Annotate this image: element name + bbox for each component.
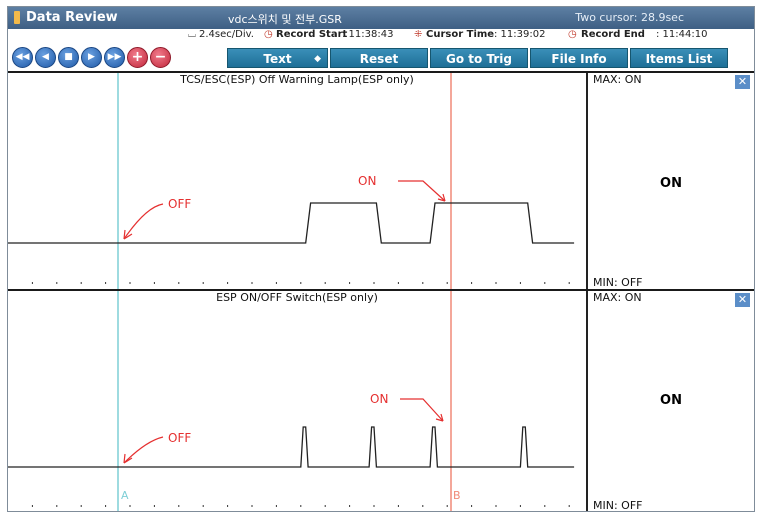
panel-title: ESP ON/OFF Switch(ESP only): [216, 291, 378, 304]
annotation-off-label: OFF: [168, 197, 191, 211]
record-end-label: Record End: [581, 29, 645, 40]
signal-plot-2: A B OFF ON: [8, 291, 575, 511]
min-label: MIN: OFF: [593, 276, 643, 289]
time-scale: 2.4sec/Div.: [199, 29, 254, 40]
cursor-a-label: A: [121, 489, 129, 502]
annotation-off-arrowhead: [123, 229, 133, 240]
signal-trace: [8, 426, 575, 468]
scale-icon: ⌴: [188, 29, 196, 40]
record-start-label: Record Start: [276, 29, 348, 40]
title-bar: Data Review vdc스위치 및 전부.GSR Two cursor: …: [8, 7, 754, 29]
fast-forward-icon[interactable]: ▶▶: [104, 47, 125, 68]
max-label: MAX: ON: [593, 73, 642, 86]
annotation-on-arrowhead: [437, 193, 446, 202]
app-icon: [14, 11, 20, 24]
items-list-button[interactable]: Items List: [630, 48, 728, 68]
zoom-out-icon[interactable]: −: [150, 47, 171, 68]
cursor-b-label: B: [453, 489, 461, 502]
close-panel-button[interactable]: ✕: [735, 75, 750, 89]
value-column-1: MAX: ON ✕ ON MIN: OFF: [586, 73, 754, 289]
cursor-time: : 11:39:02: [494, 29, 546, 40]
clock-icon: ◷: [568, 29, 577, 40]
signal-panel-2: A B OFF ON ESP ON/OFF Switch(ESP only) MAX:…: [8, 289, 754, 512]
file-info-button[interactable]: File Info: [530, 48, 628, 68]
annotation-off-arrow: [123, 436, 164, 464]
annotation-off-arrowhead: [123, 453, 133, 464]
crosshair-icon: ⁜: [414, 29, 423, 40]
record-start: : 11:38:43: [342, 29, 394, 40]
step-back-icon[interactable]: ◀: [35, 47, 56, 68]
cursor-time-label: Cursor Time: [426, 29, 495, 40]
annotation-on-arrow: [398, 180, 446, 202]
max-label: MAX: ON: [593, 291, 642, 304]
go-to-trig-button[interactable]: Go to Trig: [430, 48, 528, 68]
info-bar: ⌴ 2.4sec/Div. ◷ Record Start : 11:38:43 …: [8, 29, 754, 43]
rewind-icon[interactable]: ◀◀: [12, 47, 33, 68]
min-label: MIN: OFF: [593, 499, 643, 512]
plot-area-1[interactable]: OFF ON TCS/ESC(ESP) Off Warning Lamp(ESP …: [8, 73, 586, 289]
annotation-on-label: ON: [358, 174, 376, 188]
reset-min-max-button[interactable]: Reset Min.Max: [330, 48, 428, 86]
annotation-off-label: OFF: [168, 431, 191, 445]
clock-icon: ◷: [264, 29, 273, 40]
annotation-on-arrowhead: [435, 413, 444, 422]
cursor-readout: Two cursor: 28.9sec: [575, 11, 684, 24]
close-panel-button[interactable]: ✕: [735, 293, 750, 307]
signal-plot-1: OFF ON: [8, 73, 575, 289]
annotation-off-arrow: [123, 203, 164, 240]
zoom-in-icon[interactable]: +: [127, 47, 148, 68]
current-value: ON: [660, 176, 682, 191]
spinner-icon: ◆: [314, 54, 321, 64]
plot-area-2[interactable]: A B OFF ON ESP ON/OFF Switch(ESP only): [8, 291, 586, 511]
current-value: ON: [660, 393, 682, 408]
signal-trace: [8, 202, 575, 244]
window-title: Data Review: [26, 10, 118, 25]
record-end: : 11:44:10: [656, 29, 708, 40]
panel-title: TCS/ESC(ESP) Off Warning Lamp(ESP only): [180, 73, 414, 86]
value-column-2: MAX: ON ✕ ON MIN: OFF: [586, 291, 754, 512]
display-mode-select[interactable]: Text ◆: [227, 48, 328, 68]
signal-panel-1: OFF ON TCS/ESC(ESP) Off Warning Lamp(ESP …: [8, 71, 754, 289]
annotation-on-arrow: [400, 398, 444, 422]
toolbar: ◀◀ ◀ ■ ▶ ▶▶ + − Text ◆ Reset Min.Max Go …: [8, 44, 754, 86]
step-forward-icon[interactable]: ▶: [81, 47, 102, 68]
annotation-on-label: ON: [370, 392, 388, 406]
data-review-window: Data Review vdc스위치 및 전부.GSR Two cursor: …: [7, 6, 755, 512]
stop-icon[interactable]: ■: [58, 47, 79, 68]
display-mode-value: Text: [263, 52, 292, 66]
file-name: vdc스위치 및 전부.GSR: [228, 13, 342, 26]
